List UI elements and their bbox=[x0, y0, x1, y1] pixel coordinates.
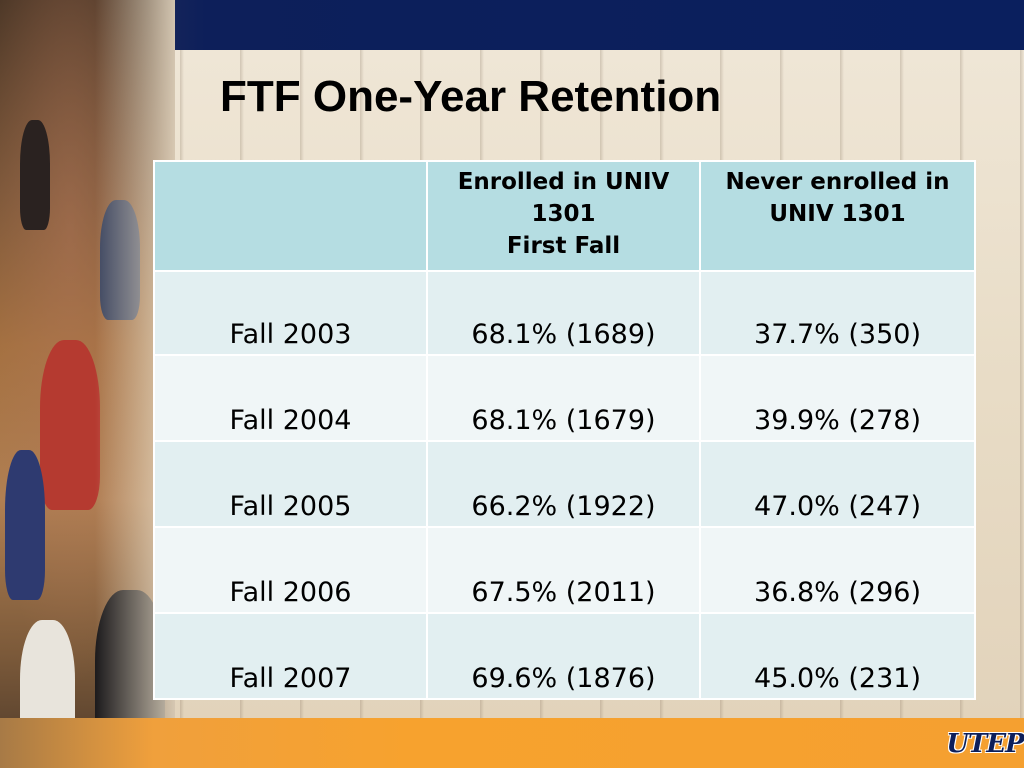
table-row: Fall 2003 68.1% (1689) 37.7% (350) bbox=[153, 270, 976, 356]
table-row: Fall 2006 67.5% (2011) 36.8% (296) bbox=[153, 526, 976, 614]
header-line: 1301 bbox=[531, 201, 596, 227]
header-line: First Fall bbox=[506, 233, 621, 259]
bottom-banner bbox=[0, 718, 1024, 768]
table-row: Fall 2007 69.6% (1876) 45.0% (231) bbox=[153, 612, 976, 700]
row-label: Fall 2005 bbox=[153, 440, 428, 528]
row-label: Fall 2003 bbox=[153, 270, 428, 356]
never-enrolled-value: 45.0% (231) bbox=[699, 612, 976, 700]
header-cell-empty bbox=[153, 160, 428, 272]
row-label: Fall 2007 bbox=[153, 612, 428, 700]
enrolled-value: 69.6% (1876) bbox=[426, 612, 701, 700]
never-enrolled-value: 37.7% (350) bbox=[699, 270, 976, 356]
never-enrolled-value: 47.0% (247) bbox=[699, 440, 976, 528]
never-enrolled-value: 36.8% (296) bbox=[699, 526, 976, 614]
table-row: Fall 2004 68.1% (1679) 39.9% (278) bbox=[153, 354, 976, 442]
retention-table: Enrolled in UNIV 1301 First Fall Never e… bbox=[153, 160, 976, 700]
header-cell-enrolled: Enrolled in UNIV 1301 First Fall bbox=[426, 160, 701, 272]
enrolled-value: 68.1% (1679) bbox=[426, 354, 701, 442]
enrolled-value: 68.1% (1689) bbox=[426, 270, 701, 356]
table-row: Fall 2005 66.2% (1922) 47.0% (247) bbox=[153, 440, 976, 528]
campus-photo bbox=[0, 0, 175, 768]
header-line: Never enrolled in bbox=[725, 169, 950, 195]
slide-title: FTF One-Year Retention bbox=[220, 72, 722, 121]
row-label: Fall 2004 bbox=[153, 354, 428, 442]
header-cell-never-enrolled: Never enrolled in UNIV 1301 bbox=[699, 160, 976, 272]
table-header-row: Enrolled in UNIV 1301 First Fall Never e… bbox=[153, 160, 976, 272]
row-label: Fall 2006 bbox=[153, 526, 428, 614]
enrolled-value: 66.2% (1922) bbox=[426, 440, 701, 528]
utep-logo: UTEP bbox=[946, 729, 1024, 759]
enrolled-value: 67.5% (2011) bbox=[426, 526, 701, 614]
header-line: Enrolled in UNIV bbox=[457, 169, 670, 195]
never-enrolled-value: 39.9% (278) bbox=[699, 354, 976, 442]
header-line: UNIV 1301 bbox=[769, 201, 906, 227]
